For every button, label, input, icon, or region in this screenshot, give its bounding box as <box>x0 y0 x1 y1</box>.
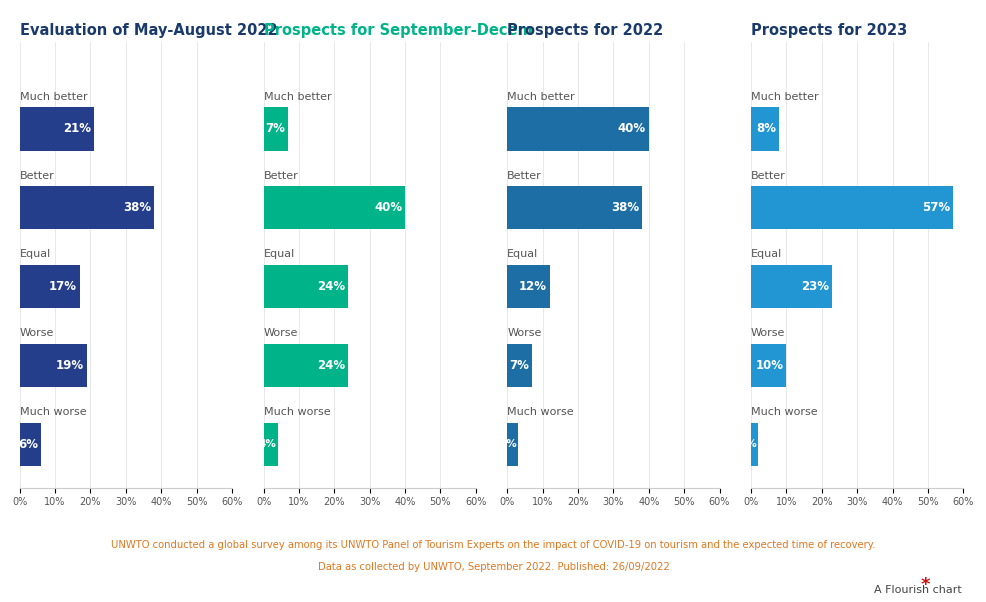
Bar <box>507 423 518 466</box>
Text: UNWTO conducted a global survey among its UNWTO Panel of Tourism Experts on the : UNWTO conducted a global survey among it… <box>111 540 875 550</box>
Bar <box>750 107 779 150</box>
Text: Equal: Equal <box>507 249 538 259</box>
Text: 3%: 3% <box>499 439 517 449</box>
Text: 12%: 12% <box>519 280 546 293</box>
Bar <box>20 107 94 150</box>
Text: Equal: Equal <box>263 249 295 259</box>
Text: Prospects for 2022: Prospects for 2022 <box>507 23 663 38</box>
Text: Worse: Worse <box>750 328 785 338</box>
Bar <box>20 423 41 466</box>
Text: Much better: Much better <box>20 92 88 102</box>
Text: Data as collected by UNWTO, September 2022. Published: 26/09/2022: Data as collected by UNWTO, September 20… <box>317 562 669 572</box>
Text: 7%: 7% <box>265 122 285 135</box>
Bar <box>263 344 348 387</box>
Text: Much worse: Much worse <box>20 407 87 417</box>
Text: Equal: Equal <box>750 249 782 259</box>
Text: A Flourish chart: A Flourish chart <box>873 585 960 595</box>
Text: Better: Better <box>750 170 785 181</box>
Text: 17%: 17% <box>49 280 77 293</box>
Text: 23%: 23% <box>801 280 829 293</box>
Bar <box>20 265 80 308</box>
Text: 24%: 24% <box>317 280 345 293</box>
Bar <box>750 423 757 466</box>
Text: Prospects for September-Decem: Prospects for September-Decem <box>263 23 531 38</box>
Text: Equal: Equal <box>20 249 51 259</box>
Text: 57%: 57% <box>921 201 949 214</box>
Text: Worse: Worse <box>507 328 541 338</box>
Text: 10%: 10% <box>755 359 783 372</box>
Text: 24%: 24% <box>317 359 345 372</box>
Text: Worse: Worse <box>263 328 298 338</box>
Text: Prospects for 2023: Prospects for 2023 <box>750 23 906 38</box>
Bar <box>20 344 87 387</box>
Text: 21%: 21% <box>63 122 91 135</box>
Text: 40%: 40% <box>617 122 645 135</box>
Text: Much better: Much better <box>750 92 818 102</box>
Text: 8%: 8% <box>756 122 776 135</box>
Text: Better: Better <box>263 170 298 181</box>
Bar <box>263 265 348 308</box>
Bar <box>507 265 549 308</box>
Text: 6%: 6% <box>18 438 38 451</box>
Text: Worse: Worse <box>20 328 54 338</box>
Bar <box>750 265 831 308</box>
Text: 2%: 2% <box>739 439 756 449</box>
Text: 4%: 4% <box>258 439 276 449</box>
Text: Much worse: Much worse <box>263 407 330 417</box>
Bar <box>507 186 641 229</box>
Text: *: * <box>920 576 930 594</box>
Bar <box>263 423 277 466</box>
Text: 19%: 19% <box>56 359 84 372</box>
Bar <box>263 107 288 150</box>
Text: Better: Better <box>20 170 54 181</box>
Bar <box>507 344 531 387</box>
Text: Much better: Much better <box>263 92 331 102</box>
Text: Much better: Much better <box>507 92 575 102</box>
Bar <box>750 344 786 387</box>
Bar <box>263 186 404 229</box>
Text: Better: Better <box>507 170 541 181</box>
Text: Much worse: Much worse <box>750 407 817 417</box>
Text: Evaluation of May-August 2022: Evaluation of May-August 2022 <box>20 23 277 38</box>
Bar <box>750 186 951 229</box>
Text: 38%: 38% <box>123 201 151 214</box>
Bar <box>507 107 648 150</box>
Text: 40%: 40% <box>374 201 401 214</box>
Bar <box>20 186 154 229</box>
Text: 38%: 38% <box>610 201 638 214</box>
Text: 7%: 7% <box>509 359 528 372</box>
Text: Much worse: Much worse <box>507 407 574 417</box>
